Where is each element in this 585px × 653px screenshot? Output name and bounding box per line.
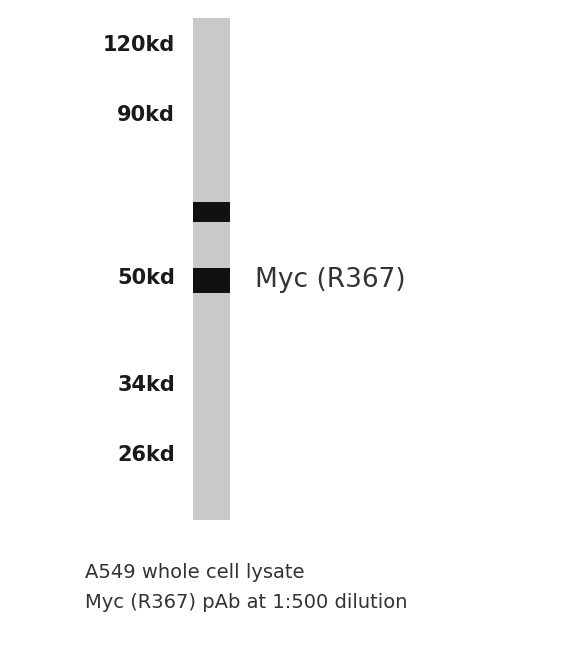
- Text: 34kd: 34kd: [117, 375, 175, 395]
- Bar: [193, 202, 230, 222]
- Text: 120kd: 120kd: [103, 35, 175, 55]
- Text: A549 whole cell lysate: A549 whole cell lysate: [85, 564, 305, 582]
- Bar: [193, 268, 230, 293]
- Text: Myc (R367) pAb at 1:500 dilution: Myc (R367) pAb at 1:500 dilution: [85, 594, 408, 613]
- Text: Myc (R367): Myc (R367): [255, 267, 405, 293]
- Text: 26kd: 26kd: [117, 445, 175, 465]
- Bar: [193, 18, 230, 520]
- Text: 50kd: 50kd: [117, 268, 175, 288]
- Text: 90kd: 90kd: [117, 105, 175, 125]
